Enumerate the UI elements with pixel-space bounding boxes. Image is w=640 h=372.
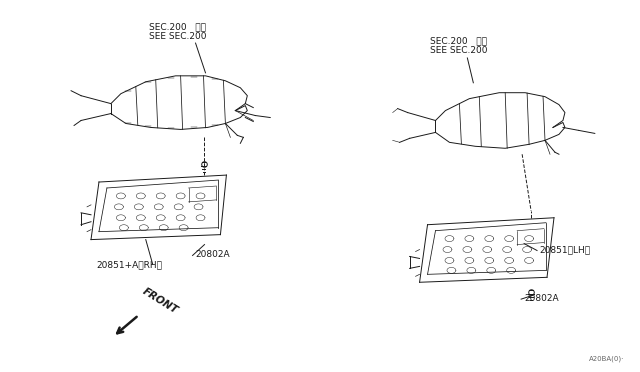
Text: 20851+A（RH）: 20851+A（RH） (96, 260, 162, 269)
Text: SEE SEC.200: SEE SEC.200 (429, 46, 487, 55)
Text: SEC.200   参照: SEC.200 参照 (148, 22, 205, 31)
Text: SEE SEC.200: SEE SEC.200 (148, 32, 206, 41)
Text: FRONT: FRONT (141, 286, 180, 316)
Text: A20BA(0)·: A20BA(0)· (589, 356, 624, 362)
Text: 20851（LH）: 20851（LH） (539, 246, 590, 254)
Text: 20802A: 20802A (524, 294, 559, 303)
Text: 20802A: 20802A (196, 250, 230, 259)
Text: SEC.200   参照: SEC.200 参照 (429, 36, 486, 45)
